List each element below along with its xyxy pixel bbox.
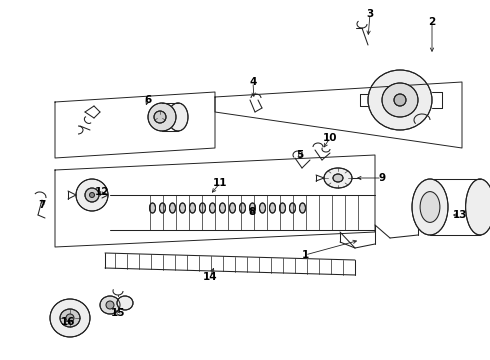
Text: 2: 2: [428, 17, 436, 27]
Ellipse shape: [420, 192, 440, 222]
Ellipse shape: [190, 203, 196, 213]
Ellipse shape: [90, 193, 95, 198]
Ellipse shape: [148, 103, 176, 131]
Ellipse shape: [106, 301, 114, 309]
Text: 16: 16: [61, 317, 75, 327]
Ellipse shape: [179, 203, 186, 213]
Text: 5: 5: [296, 150, 304, 160]
Ellipse shape: [249, 203, 255, 213]
Text: 11: 11: [213, 178, 227, 188]
Ellipse shape: [199, 203, 205, 213]
Text: 6: 6: [145, 95, 151, 105]
Ellipse shape: [290, 203, 295, 213]
Ellipse shape: [279, 203, 286, 213]
Text: 9: 9: [378, 173, 386, 183]
Ellipse shape: [170, 203, 175, 213]
Ellipse shape: [154, 111, 166, 123]
Ellipse shape: [412, 179, 448, 235]
Ellipse shape: [229, 203, 236, 213]
Ellipse shape: [220, 203, 225, 213]
Ellipse shape: [100, 296, 120, 314]
Text: 7: 7: [38, 200, 46, 210]
Ellipse shape: [299, 203, 305, 213]
Ellipse shape: [210, 203, 216, 213]
Text: 1: 1: [301, 250, 309, 260]
Ellipse shape: [394, 94, 406, 106]
Ellipse shape: [76, 179, 108, 211]
Ellipse shape: [149, 203, 155, 213]
Ellipse shape: [333, 174, 343, 182]
Ellipse shape: [260, 203, 266, 213]
Text: 8: 8: [248, 207, 256, 217]
Ellipse shape: [240, 203, 245, 213]
Text: 13: 13: [453, 210, 467, 220]
Text: 14: 14: [203, 272, 217, 282]
Ellipse shape: [466, 179, 490, 235]
Text: 4: 4: [249, 77, 257, 87]
Ellipse shape: [60, 309, 80, 327]
Text: 12: 12: [95, 187, 109, 197]
Ellipse shape: [66, 314, 74, 322]
Ellipse shape: [50, 299, 90, 337]
Ellipse shape: [368, 70, 432, 130]
Ellipse shape: [382, 83, 418, 117]
Ellipse shape: [85, 188, 99, 202]
Text: 15: 15: [111, 308, 125, 318]
Ellipse shape: [160, 203, 166, 213]
Text: 10: 10: [323, 133, 337, 143]
Ellipse shape: [324, 168, 352, 188]
Ellipse shape: [168, 103, 188, 131]
Ellipse shape: [117, 296, 133, 310]
Ellipse shape: [270, 203, 275, 213]
Text: 3: 3: [367, 9, 374, 19]
